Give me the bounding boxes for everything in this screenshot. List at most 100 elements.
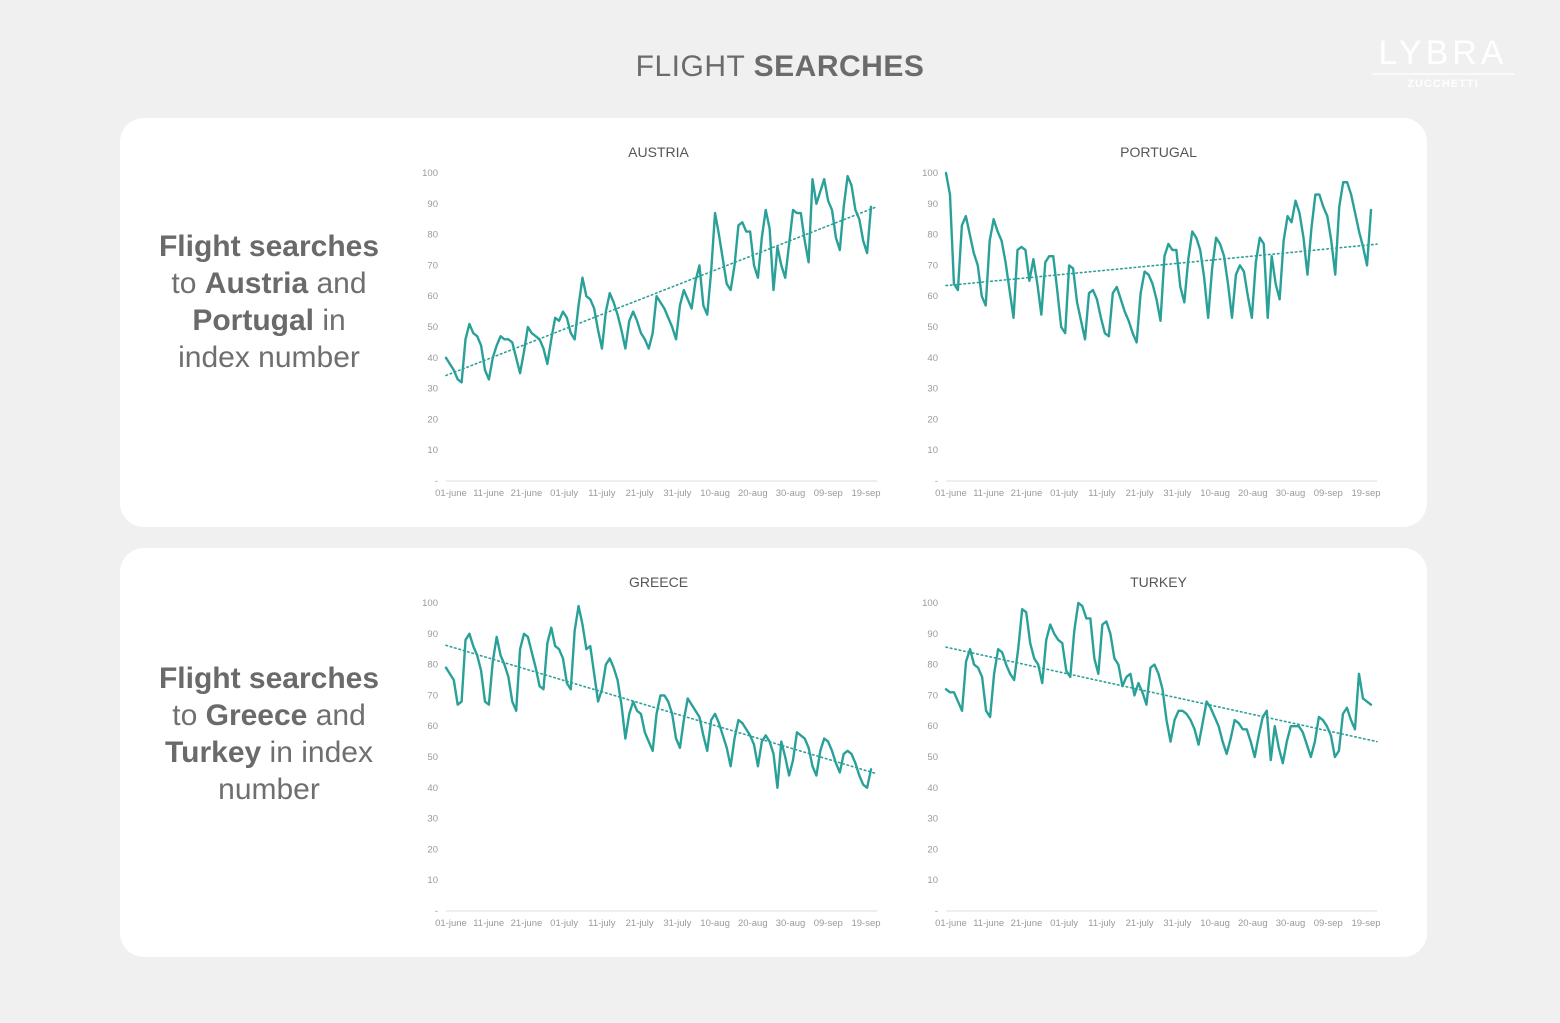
x-tick-label: 20-aug — [738, 918, 768, 929]
y-tick-label: 10 — [427, 445, 438, 456]
x-tick-label: 20-aug — [1238, 918, 1268, 929]
y-tick-label: 80 — [927, 660, 938, 671]
y-tick-label: 50 — [927, 322, 938, 333]
chart-austria: AUSTRIA - 10 20 30 40 50 60 70 80 90 100 01-june 11-j… — [422, 144, 880, 499]
turkey-series-line — [944, 601, 1373, 765]
page-title: FLIGHT SEARCHES — [0, 50, 1560, 84]
y-tick-label: 70 — [427, 260, 438, 271]
x-tick-label: 19-sep — [851, 918, 880, 929]
x-tick-label: 21-july — [1126, 488, 1154, 499]
x-tick-label: 10-aug — [700, 488, 730, 499]
caption-part-3: Greece — [205, 699, 308, 732]
x-tick-label: 31-july — [663, 918, 691, 929]
y-tick-label: 30 — [427, 814, 438, 825]
y-tick-label: 20 — [427, 844, 438, 855]
x-tick-label: 11-july — [1088, 488, 1116, 499]
x-tick-label: 11-july — [1088, 918, 1116, 929]
austria-chart-title: AUSTRIA — [628, 144, 689, 160]
x-tick-label: 09-sep — [1314, 488, 1343, 499]
austria-trend-line — [445, 205, 878, 377]
chart-portugal: PORTUGAL - 10 20 30 40 50 60 70 80 90 100 01-june 11-… — [922, 144, 1380, 499]
y-tick-label: 100 — [922, 168, 938, 179]
y-tick-label: 60 — [427, 721, 438, 732]
y-tick-label: 10 — [927, 445, 938, 456]
x-tick-label: 21-july — [626, 488, 654, 499]
x-tick-label: 21-june — [1011, 488, 1043, 499]
x-tick-label: 31-july — [1163, 488, 1191, 499]
caption-part-1: Flight searches — [158, 230, 380, 263]
caption-part-2: to — [172, 699, 198, 732]
y-tick-label: 70 — [927, 690, 938, 701]
y-tick-label: 90 — [927, 629, 938, 640]
x-tick-label: 21-june — [1011, 918, 1043, 929]
caption-part-2: to — [171, 267, 197, 300]
x-tick-label: 11-june — [973, 918, 1004, 929]
y-tick-label: 90 — [427, 199, 438, 210]
y-tick-label: 80 — [427, 230, 438, 241]
x-tick-label: 30-aug — [1276, 488, 1306, 499]
x-tick-label: 21-july — [1126, 918, 1154, 929]
y-tick-label: 50 — [427, 322, 438, 333]
x-tick-label: 30-aug — [776, 488, 806, 499]
y-tick-label: 50 — [427, 752, 438, 763]
x-tick-label: 21-july — [626, 918, 654, 929]
x-tick-label: 01-june — [935, 918, 967, 929]
x-tick-label: 01-june — [435, 488, 467, 499]
y-tick-label: 10 — [427, 875, 438, 886]
x-tick-label: 01-july — [550, 918, 578, 929]
y-tick-label: 40 — [927, 783, 938, 794]
x-tick-label: 11-june — [473, 488, 504, 499]
x-tick-label: 21-june — [511, 918, 543, 929]
y-tick-label: 60 — [427, 291, 438, 302]
panel-caption: Flight searches to Austria and Portugal … — [138, 228, 400, 376]
x-tick-label: 19-sep — [1351, 488, 1380, 499]
y-tick-label: 70 — [927, 260, 938, 271]
x-tick-label: 11-july — [588, 488, 616, 499]
x-tick-label: 30-aug — [1276, 918, 1306, 929]
x-tick-label: 10-aug — [700, 918, 730, 929]
x-tick-label: 20-aug — [738, 488, 768, 499]
turkey-chart-title: TURKEY — [1130, 574, 1187, 590]
turkey-trend-line — [945, 646, 1378, 743]
x-tick-label: 09-sep — [1314, 918, 1343, 929]
y-tick-label: - — [435, 906, 438, 917]
x-tick-label: 09-sep — [814, 488, 843, 499]
x-tick-label: 10-aug — [1200, 918, 1230, 929]
panel-greece-turkey: Flight searches to Greece and Turkey in … — [120, 548, 1427, 957]
y-tick-label: 30 — [927, 384, 938, 395]
portugal-series-line — [944, 171, 1373, 344]
x-tick-label: 01-july — [1050, 918, 1078, 929]
x-tick-label: 11-june — [473, 918, 504, 929]
austria-series-line — [444, 174, 873, 384]
x-tick-label: 09-sep — [814, 918, 843, 929]
y-tick-label: 60 — [927, 291, 938, 302]
y-tick-label: 30 — [427, 384, 438, 395]
y-tick-label: 80 — [927, 230, 938, 241]
y-tick-label: 50 — [927, 752, 938, 763]
y-tick-label: 80 — [427, 660, 438, 671]
caption-part-1: Flight searches — [158, 662, 380, 695]
y-tick-label: 20 — [927, 414, 938, 425]
x-tick-label: 01-july — [550, 488, 578, 499]
caption-part-4: and — [316, 267, 367, 300]
x-tick-label: 19-sep — [851, 488, 880, 499]
chart-turkey: TURKEY - 10 20 30 40 50 60 70 80 90 100 01-june 11-ju… — [922, 574, 1380, 929]
y-tick-label: 60 — [927, 721, 938, 732]
caption-part-5: Portugal — [192, 304, 314, 337]
chart-greece: GREECE - 10 20 30 40 50 60 70 80 90 100 01-june 11-ju… — [422, 574, 880, 929]
y-tick-label: 90 — [927, 199, 938, 210]
caption-part-7: number — [218, 773, 320, 806]
x-tick-label: 10-aug — [1200, 488, 1230, 499]
caption-part-7: index number — [178, 341, 360, 374]
panel-austria-portugal: Flight searches to Austria and Portugal … — [120, 118, 1427, 527]
x-tick-label: 20-aug — [1238, 488, 1268, 499]
y-tick-label: 40 — [427, 353, 438, 364]
caption-part-6: in — [322, 304, 346, 337]
y-tick-label: 20 — [927, 844, 938, 855]
x-tick-label: 31-july — [1163, 918, 1191, 929]
x-tick-label: 11-june — [973, 488, 1004, 499]
greece-series-line — [444, 604, 873, 790]
y-tick-label: - — [935, 476, 938, 487]
page-title-light: FLIGHT — [635, 50, 745, 83]
x-tick-label: 01-june — [935, 488, 967, 499]
